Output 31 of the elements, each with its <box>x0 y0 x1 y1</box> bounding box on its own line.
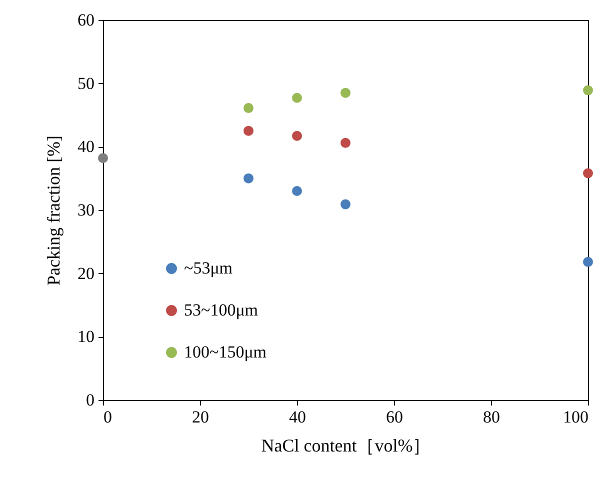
y-tick-label: 60 <box>78 10 94 30</box>
x-tick-label: 60 <box>386 408 403 426</box>
point <box>583 256 593 267</box>
legend-label: ~53μm <box>184 258 233 278</box>
point <box>583 85 593 96</box>
point <box>244 103 254 114</box>
point <box>292 92 302 103</box>
x-tick-label: 20 <box>192 408 209 426</box>
y-tick-label: 10 <box>78 327 94 346</box>
point <box>98 153 108 164</box>
y-tick-label: 50 <box>78 74 94 93</box>
point <box>244 173 254 184</box>
x-tick-label: 100 <box>563 408 588 426</box>
point <box>244 126 254 136</box>
y-tick-label: 20 <box>78 264 94 283</box>
y-tick-label: 40 <box>78 137 94 156</box>
point <box>340 88 350 98</box>
x-tick-label: 80 <box>483 408 500 426</box>
x-tick-label: 40 <box>289 408 306 426</box>
point <box>340 199 350 210</box>
point <box>583 168 593 178</box>
y-axis-title: Packing fraction [%] <box>44 136 64 286</box>
x-tick-label: 0 <box>104 408 112 426</box>
legend-label: 100~150μm <box>184 342 267 362</box>
x-axis-title: NaCl content［vol%］ <box>261 436 431 456</box>
y-tick-label: 0 <box>86 390 94 410</box>
point <box>292 186 302 196</box>
legend-label: 53~100μm <box>184 300 258 320</box>
point <box>292 130 302 141</box>
point <box>340 138 350 148</box>
y-tick-label: 30 <box>78 200 94 220</box>
